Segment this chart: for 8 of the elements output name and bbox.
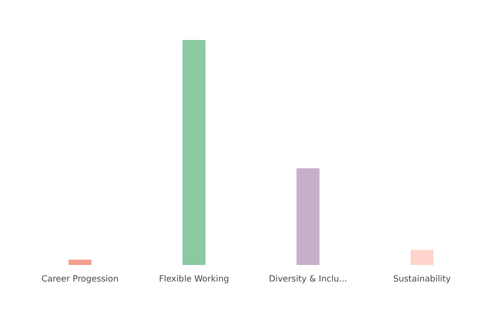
bar	[410, 250, 434, 265]
x-tick-label: Career Progession	[41, 274, 119, 284]
x-tick-label: Diversity & Inclu...	[268, 274, 348, 284]
bar	[68, 260, 92, 265]
bar	[182, 40, 206, 265]
bar	[296, 168, 320, 265]
x-tick-label: Sustainability	[393, 274, 451, 284]
x-tick-label: Flexible Working	[158, 274, 230, 284]
